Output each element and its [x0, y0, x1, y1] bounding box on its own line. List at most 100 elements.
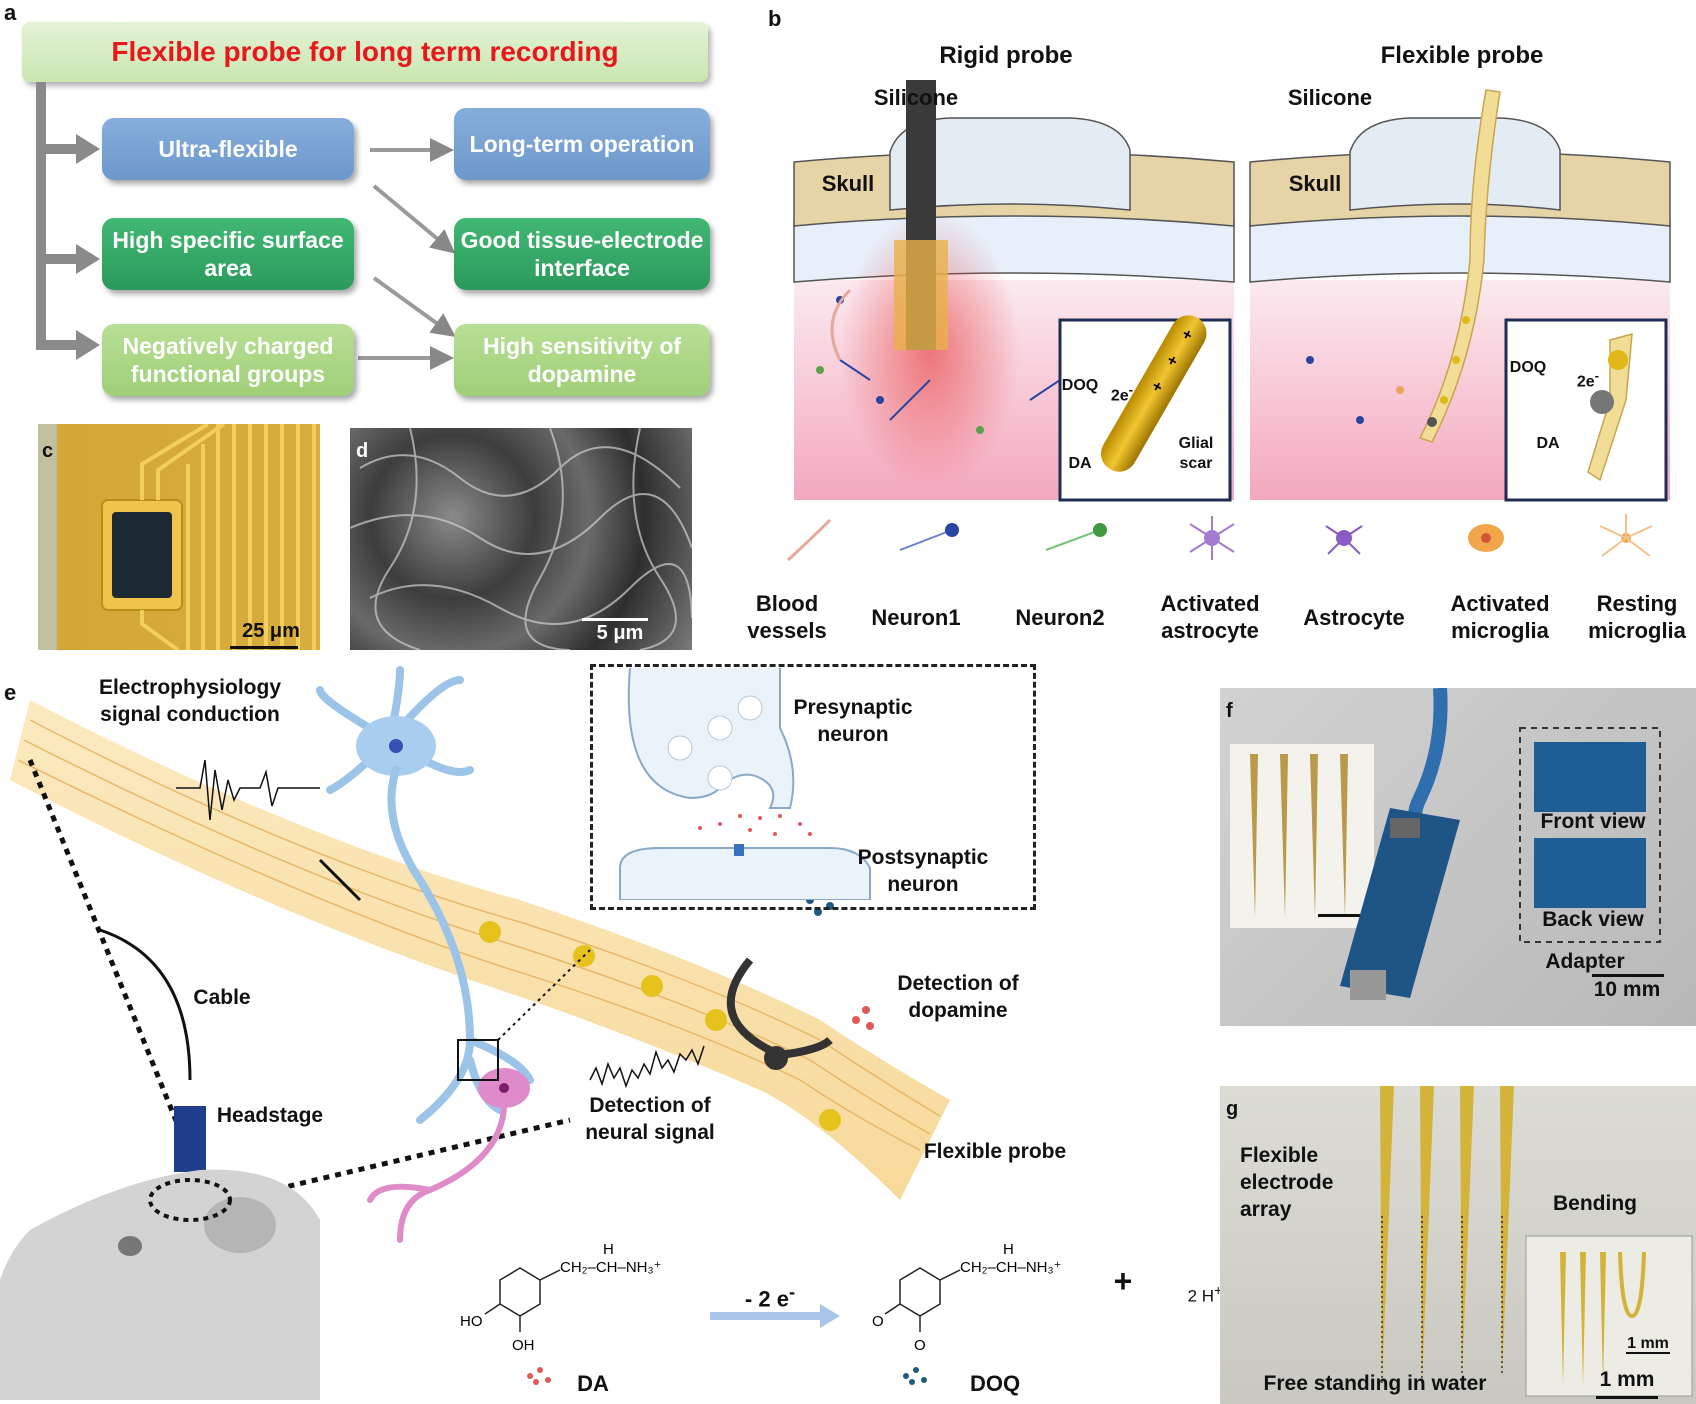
- resting-microglia-icon: [1599, 514, 1653, 557]
- electrode-array-photo-content: [1380, 1086, 1693, 1397]
- bending-label: Bending: [1553, 1192, 1637, 1215]
- free-standing-label: Free standing in water: [1263, 1372, 1487, 1395]
- svg-text:CH₂–CH–NH₃⁺: CH₂–CH–NH₃⁺: [960, 1259, 1062, 1276]
- flexible-array-label: Flexible electrode array: [1240, 1144, 1334, 1221]
- legend-neuron2: Neuron2: [1015, 605, 1105, 630]
- panel-d-label: d: [356, 440, 369, 462]
- reaction-doq-label: DOQ: [969, 1371, 1021, 1396]
- panel-a-label: a: [4, 0, 17, 25]
- activated-astrocyte-icon: [1189, 516, 1235, 560]
- two-e-label-flex: 2e-: [1576, 368, 1600, 391]
- detection-neural-label: Detection of neural signal: [585, 1094, 715, 1144]
- purple-neuron-icon: [367, 1068, 530, 1243]
- front-view-label: Front view: [1540, 810, 1646, 833]
- probe-site-4: [705, 1009, 727, 1031]
- reaction-protons-text: 2 H: [1187, 1286, 1215, 1306]
- panel-d-scale: 5 μm: [596, 622, 644, 644]
- reaction-protons: 2 H+: [1187, 1283, 1223, 1306]
- panel-g-label: g: [1226, 1098, 1239, 1120]
- inset-scale-bar: [1626, 1352, 1670, 1354]
- legend-astrocyte: Astrocyte: [1303, 605, 1405, 630]
- svg-text:HO: HO: [460, 1313, 483, 1330]
- panel-c-scale: 25 μm: [242, 620, 300, 642]
- detection-dopamine-label: Detection of dopamine: [897, 972, 1019, 1022]
- mouse-icon: [0, 1169, 320, 1400]
- probe-site-1: [479, 921, 501, 943]
- svg-text:O: O: [872, 1313, 884, 1330]
- da-label-flex: DA: [1536, 435, 1560, 452]
- cell-legend-icons: [786, 514, 1653, 562]
- panel-e-illustration: [0, 666, 950, 1400]
- svg-text:H: H: [603, 1241, 614, 1258]
- silicone-label-rigid: Silicone: [873, 85, 959, 110]
- reaction-electrons: - 2 e: [744, 1286, 789, 1312]
- box-long-term-operation: Long-term operation: [454, 108, 710, 180]
- panel-f-scale-bar: [1592, 974, 1664, 977]
- panel-d-scale-bar: [582, 618, 648, 621]
- astrocyte-icon: [1325, 525, 1363, 555]
- da-label-rigid: DA: [1068, 455, 1092, 472]
- panel-c-micrograph: [38, 424, 320, 650]
- reaction-arrow-label: - 2 e-: [744, 1281, 796, 1312]
- reaction-da-label: DA: [577, 1371, 609, 1396]
- panel-c-label: c: [42, 440, 54, 462]
- skull-label-flex: Skull: [1288, 171, 1342, 196]
- flexible-probe-title: Flexible probe: [1380, 42, 1544, 69]
- skull-label-rigid: Skull: [821, 171, 875, 196]
- neuron1-icon: [899, 523, 959, 551]
- doq-label-flex: DOQ: [1509, 359, 1547, 376]
- rigid-probe-title: Rigid probe: [939, 42, 1073, 69]
- two-e-text-flex: 2e: [1576, 373, 1595, 391]
- sem-texture: [350, 428, 692, 650]
- adapter-label: Adapter: [1545, 950, 1625, 973]
- svg-text:OH: OH: [512, 1337, 535, 1354]
- panel-d-sem-image: [350, 428, 692, 650]
- panel-b-schematic: + + +: [793, 80, 1671, 502]
- reaction-plus: +: [1113, 1263, 1133, 1299]
- legend-resting-microglia: Resting microglia: [1588, 591, 1686, 643]
- panel-f-label: f: [1226, 700, 1233, 722]
- back-view-label: Back view: [1542, 908, 1644, 931]
- legend-activated-microglia: Activated microglia: [1450, 591, 1550, 643]
- panel-b-label: b: [768, 6, 782, 31]
- box-tissue-interface: Good tissue-electrode interface: [454, 218, 710, 290]
- adapter-photo-content: [1230, 688, 1661, 1000]
- two-e-label-rigid: 2e-: [1110, 382, 1134, 405]
- svg-text:CH₂–CH–NH₃⁺: CH₂–CH–NH₃⁺: [560, 1259, 662, 1276]
- probe-site-3: [641, 975, 663, 997]
- postsynaptic-label: Postsynaptic neuron: [857, 846, 989, 896]
- panel-a-title-box: Flexible probe for long term recording: [22, 22, 708, 82]
- panel-a-title: Flexible probe for long term recording: [111, 36, 619, 67]
- panel-a-arrows: [36, 82, 456, 370]
- electrode-traces: [101, 424, 316, 650]
- svg-text:H: H: [1003, 1241, 1014, 1258]
- rigid-probe-scene: + + +: [793, 80, 1235, 502]
- legend-activated-astrocyte: Activated astrocyte: [1160, 591, 1260, 643]
- panel-g-scale: 1 mm: [1599, 1368, 1655, 1391]
- electrophysiology-label: Electrophysiology signal conduction: [98, 676, 282, 726]
- box-negatively-charged: Negatively charged functional groups: [102, 324, 354, 396]
- svg-text:O: O: [914, 1337, 926, 1354]
- synapse-illustration: [619, 668, 871, 900]
- panel-c-scale-bar: [230, 646, 298, 649]
- probe-site-5: [819, 1109, 841, 1131]
- inset-scale-label: 1 mm: [1627, 1335, 1669, 1352]
- doq-structure-icon: [884, 1267, 961, 1332]
- legend-neuron1: Neuron1: [871, 605, 961, 630]
- two-e-text: 2e: [1110, 387, 1129, 405]
- neuron2-icon: [1045, 523, 1107, 551]
- cable-label: Cable: [193, 986, 251, 1009]
- box-ultra-flexible: Ultra-flexible: [102, 118, 354, 180]
- legend-blood-vessels: Blood vessels: [747, 591, 827, 643]
- reaction-arrow-icon: [710, 1304, 840, 1328]
- activated-microglia-icon: [1468, 524, 1504, 552]
- silicone-label-flex: Silicone: [1287, 85, 1373, 110]
- reaction-scheme: CH₂–CH–NH₃⁺ H HO OH CH₂–CH–NH₃⁺ H O O: [460, 1241, 1062, 1385]
- spike-waveform: [176, 759, 320, 821]
- panel-g-photo: [1220, 1086, 1696, 1404]
- box-dopamine-sensitivity: High sensitivity of dopamine: [454, 324, 710, 396]
- dopamine-structure-icon: [484, 1267, 561, 1332]
- box-high-surface-area: High specific surface area: [102, 218, 354, 290]
- panel-f-scale: 10 mm: [1593, 978, 1661, 1001]
- flexible-probe-scene: [1249, 89, 1671, 502]
